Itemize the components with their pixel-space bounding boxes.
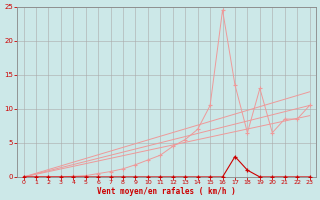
X-axis label: Vent moyen/en rafales ( km/h ): Vent moyen/en rafales ( km/h ) bbox=[97, 187, 236, 196]
